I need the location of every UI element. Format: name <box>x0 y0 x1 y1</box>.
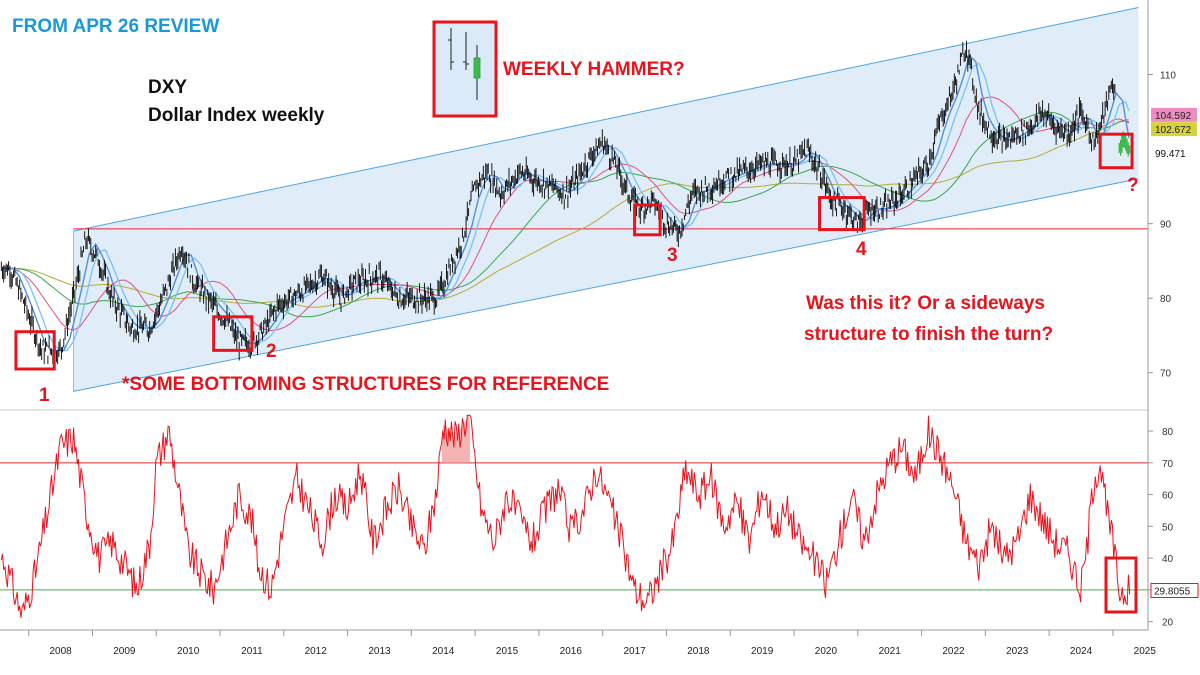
recent-candle <box>1123 138 1128 148</box>
rsi-tick-label: 50 <box>1162 522 1174 533</box>
year-tick-label: 2024 <box>1070 646 1093 657</box>
price-tick-label: 110 <box>1160 71 1176 82</box>
hammer-candle-body <box>473 57 481 79</box>
moving-average-fast <box>3 54 1130 352</box>
channel-upper-line <box>73 6 1139 232</box>
recent-candles <box>1118 131 1131 157</box>
moving-average-mid <box>3 62 1130 352</box>
rsi-tick-label: 80 <box>1162 427 1174 438</box>
year-tick-label: 2009 <box>113 646 136 657</box>
price-tick-label: 70 <box>1160 369 1172 380</box>
year-tick-label: 2022 <box>942 646 965 657</box>
rsi-box <box>1104 556 1138 614</box>
hammer-label: WEEKLY HAMMER? <box>503 59 685 80</box>
rsi-tick-label: 60 <box>1162 491 1174 502</box>
year-tick-label: 2025 <box>1134 646 1157 657</box>
year-tick-label: 2015 <box>496 646 519 657</box>
year-tick-label: 2018 <box>687 646 710 657</box>
hammer-inset <box>432 20 498 118</box>
bottom-label-2: 2 <box>266 341 277 362</box>
price-tick-label: 80 <box>1160 294 1172 305</box>
rsi-badge-text: 29.8055 <box>1154 587 1191 598</box>
question-line-1: Was this it? Or a sideways <box>806 293 1045 314</box>
price-badge-pink-text: 104.592 <box>1155 111 1192 122</box>
channel-lower-line <box>73 178 1139 392</box>
bottom-box-1 <box>14 330 56 371</box>
year-tick-label: 2011 <box>241 646 263 657</box>
recent-candle <box>1118 143 1123 153</box>
year-tick-label: 2017 <box>623 646 646 657</box>
bottom-box-2 <box>212 315 254 352</box>
rsi-tick-label: 40 <box>1162 554 1174 565</box>
moving-average-pink <box>3 96 1130 332</box>
symbol-title: DXY <box>148 77 187 98</box>
bottom-box-3 <box>633 203 662 237</box>
bottom-label-1: 1 <box>39 385 50 406</box>
rsi-tick-label: 70 <box>1162 459 1174 470</box>
symbol-subtitle: Dollar Index weekly <box>148 105 325 126</box>
bottom-label-question: ? <box>1127 175 1139 196</box>
axes: 70809011020304050607080104.592102.67299.… <box>0 0 1199 657</box>
price-bars <box>0 40 1116 365</box>
recent-candle <box>1121 134 1126 145</box>
price-badge-last-text: 99.471 <box>1155 149 1186 160</box>
bottom-label-3: 3 <box>667 245 678 266</box>
recent-candle <box>1126 145 1131 154</box>
year-tick-label: 2013 <box>368 646 391 657</box>
bottom-box-4 <box>818 196 866 232</box>
year-tick-label: 2016 <box>560 646 583 657</box>
price-badge-olive-text: 102.672 <box>1155 125 1192 136</box>
bottom-box-5 <box>1098 132 1134 170</box>
year-tick-label: 2014 <box>432 646 455 657</box>
rsi-panel <box>0 414 1148 618</box>
price-tick-label: 90 <box>1160 220 1172 231</box>
annotations: FROM APR 26 REVIEW DXY Dollar Index week… <box>12 16 1139 406</box>
price-badge-olive <box>1151 122 1197 137</box>
review-label: FROM APR 26 REVIEW <box>12 16 219 37</box>
reference-note: *SOME BOTTOMING STRUCTURES FOR REFERENCE <box>122 374 609 395</box>
year-tick-label: 2020 <box>815 646 838 657</box>
rsi-badge <box>1150 583 1199 599</box>
year-tick-label: 2008 <box>49 646 72 657</box>
bottom-label-4: 4 <box>856 239 867 260</box>
rsi-overbought-shade <box>441 415 471 463</box>
year-tick-label: 2021 <box>879 646 902 657</box>
rsi-tick-label: 20 <box>1162 618 1174 629</box>
price-panel <box>0 6 1148 392</box>
year-tick-label: 2019 <box>751 646 774 657</box>
price-badge-last <box>1151 146 1197 161</box>
year-tick-label: 2010 <box>177 646 200 657</box>
question-line-2: structure to finish the turn? <box>804 324 1053 345</box>
year-tick-label: 2012 <box>305 646 328 657</box>
rsi-line <box>0 414 1131 618</box>
moving-average-long <box>3 119 1129 308</box>
price-badge-pink <box>1151 107 1197 122</box>
hammer-inset-box <box>432 20 498 118</box>
year-tick-label: 2023 <box>1006 646 1029 657</box>
